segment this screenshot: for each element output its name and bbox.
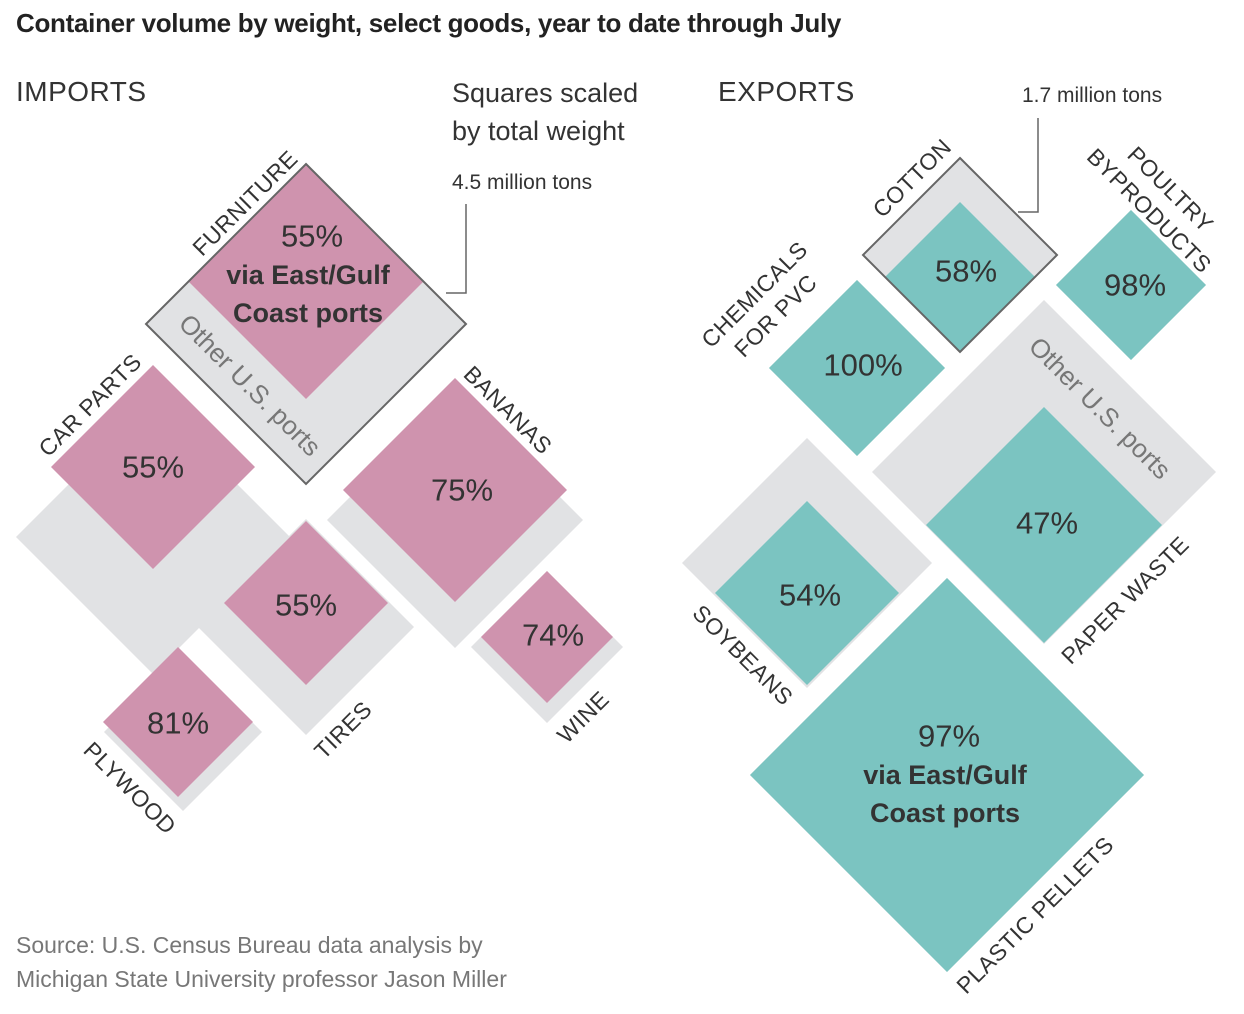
cotton-reference-outline xyxy=(861,156,1059,354)
cotton-pct-label: 58% xyxy=(935,254,997,289)
scale-note-line-2: by total weight xyxy=(452,116,625,146)
furniture-via-label-2: Coast ports xyxy=(233,298,383,328)
source-line-1: Source: U.S. Census Bureau data analysis… xyxy=(16,932,483,958)
scale-note: Squares scaled by total weight xyxy=(452,74,638,150)
plastic-pellets-via-label-2: Coast ports xyxy=(870,798,1020,828)
car-parts-east-gulf-diamond xyxy=(51,365,255,569)
scale-note-line-1: Squares scaled xyxy=(452,78,639,108)
exports-panel-title: EXPORTS xyxy=(718,76,855,107)
plastic-pellets-via-label-1: via East/Gulf xyxy=(863,760,1028,790)
poultry-byproducts-east-gulf-diamond xyxy=(1056,210,1206,360)
paper-waste-pct-label: 47% xyxy=(1016,506,1078,541)
source-note: Source: U.S. Census Bureau data analysis… xyxy=(16,928,507,996)
tires-pct-label: 55% xyxy=(275,588,337,623)
soybeans-east-gulf-diamond xyxy=(715,501,899,685)
poultry-byproducts-pct-label: 98% xyxy=(1104,268,1166,303)
exports-reference-leader xyxy=(1018,118,1039,213)
wine-east-gulf-diamond xyxy=(481,571,613,703)
imports-reference-leader xyxy=(446,204,467,294)
plywood-pct-label: 81% xyxy=(147,706,209,741)
exports-reference-label: 1.7 million tons xyxy=(1022,84,1163,107)
plastic-pellets-pct-label: 97% xyxy=(918,719,980,754)
car-parts-pct-label: 55% xyxy=(122,450,184,485)
furniture-pct-label: 55% xyxy=(281,219,343,254)
furniture-via-label-1: via East/Gulf xyxy=(226,260,391,290)
imports-reference-label: 4.5 million tons xyxy=(452,171,593,194)
source-line-2: Michigan State University professor Jaso… xyxy=(16,966,507,992)
soybeans-pct-label: 54% xyxy=(779,578,841,613)
chart-title: Container volume by weight, select goods… xyxy=(16,8,842,38)
chemicals-for-pvc-pct-label: 100% xyxy=(823,348,902,383)
plywood-east-gulf-diamond xyxy=(103,647,253,797)
bananas-pct-label: 75% xyxy=(431,473,493,508)
wine-pct-label: 74% xyxy=(522,618,584,653)
plastic-pellets-east-gulf-diamond xyxy=(750,578,1144,972)
furniture-reference-outline xyxy=(144,162,468,486)
tires-east-gulf-diamond xyxy=(224,521,388,685)
imports-panel-title: IMPORTS xyxy=(16,76,147,107)
bananas-east-gulf-diamond xyxy=(343,378,567,602)
chemicals-for-pvc-east-gulf-diamond xyxy=(769,280,945,456)
paper-waste-east-gulf-diamond xyxy=(926,407,1162,643)
